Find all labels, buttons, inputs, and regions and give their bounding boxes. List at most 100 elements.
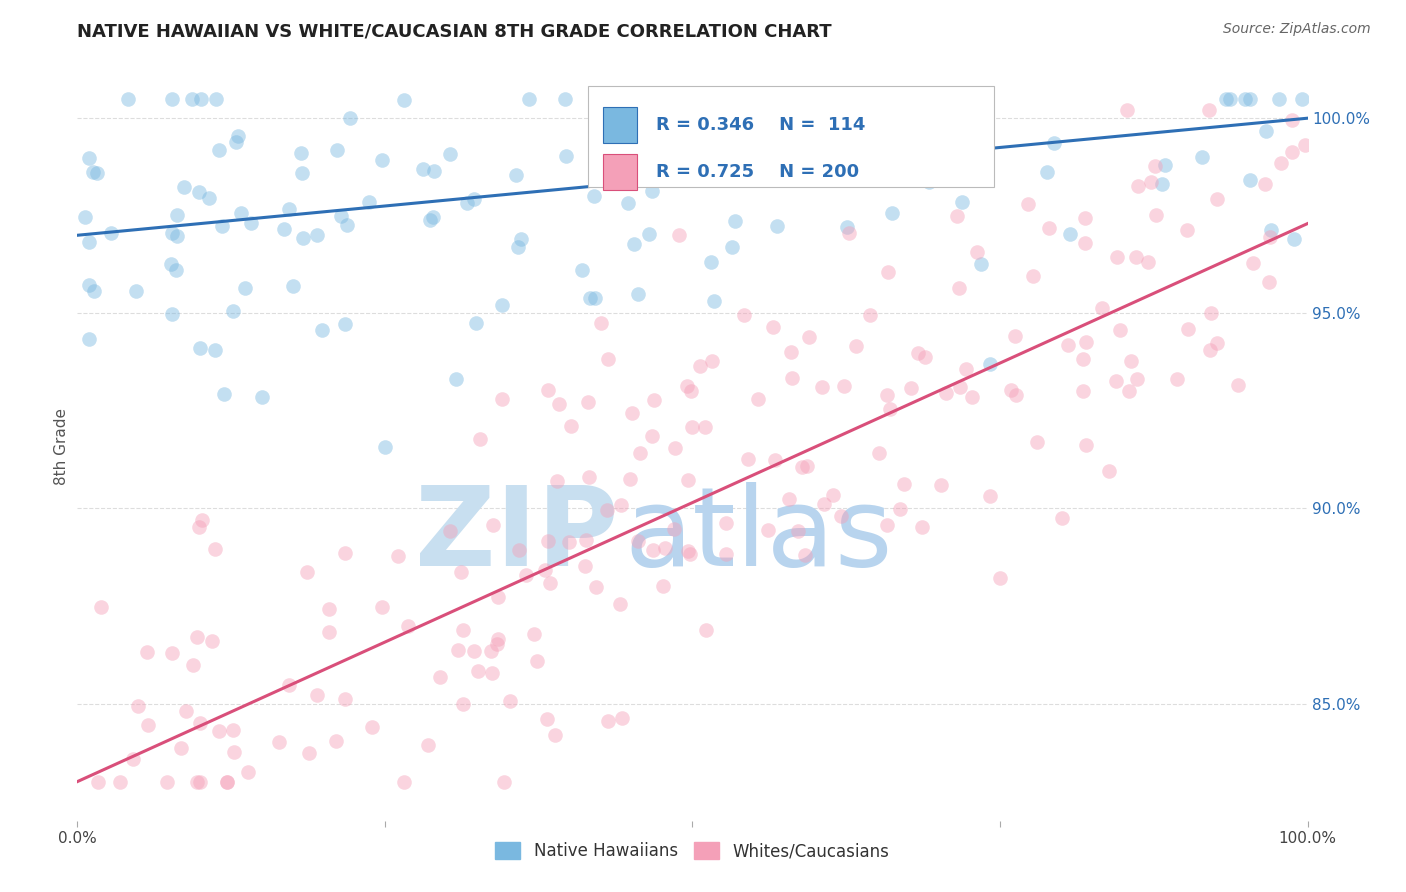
Point	[935, 386, 957, 401]
Point	[160, 307, 183, 321]
Point	[165, 262, 187, 277]
Point	[900, 381, 922, 395]
Point	[212, 387, 235, 401]
Point	[676, 379, 699, 393]
Point	[456, 195, 478, 210]
Point	[156, 774, 179, 789]
Point	[333, 545, 356, 559]
Point	[277, 202, 299, 217]
Point	[1175, 223, 1198, 237]
Point	[90, 600, 112, 615]
Point	[949, 380, 972, 394]
Point	[1125, 250, 1147, 264]
Point	[1257, 275, 1279, 289]
Point	[181, 658, 204, 673]
Point	[207, 143, 229, 157]
Point	[1004, 328, 1026, 343]
Point	[222, 745, 245, 759]
Point	[330, 209, 353, 223]
Point	[517, 92, 540, 106]
Point	[787, 524, 810, 538]
Point	[422, 211, 444, 225]
Point	[1233, 92, 1256, 106]
Point	[668, 228, 690, 243]
Point	[779, 344, 801, 359]
Point	[623, 236, 645, 251]
Point	[295, 566, 318, 580]
Point	[166, 229, 188, 244]
Point	[547, 397, 569, 411]
Point	[679, 547, 702, 561]
Point	[318, 624, 340, 639]
Point	[325, 733, 347, 747]
Point	[688, 157, 710, 171]
Point	[491, 392, 513, 407]
Point	[676, 543, 699, 558]
Point	[429, 670, 451, 684]
Point	[170, 741, 193, 756]
Point	[796, 458, 818, 473]
Text: atlas: atlas	[624, 483, 893, 590]
Point	[946, 209, 969, 223]
Point	[1219, 92, 1241, 106]
Point	[1118, 384, 1140, 398]
Point	[305, 227, 328, 242]
Point	[439, 147, 461, 161]
Point	[451, 698, 474, 712]
Point	[1239, 172, 1261, 186]
Point	[226, 128, 249, 143]
Point	[756, 523, 779, 537]
Point	[596, 503, 619, 517]
Point	[190, 92, 212, 106]
Point	[1038, 221, 1060, 235]
Point	[651, 579, 673, 593]
Point	[444, 372, 467, 386]
Point	[536, 384, 558, 398]
Point	[1091, 301, 1114, 316]
Point	[1166, 371, 1188, 385]
Point	[702, 354, 724, 368]
Point	[582, 189, 605, 203]
Point	[292, 231, 315, 245]
Point	[693, 420, 716, 434]
Point	[1239, 92, 1261, 106]
Text: R = 0.346    N =  114: R = 0.346 N = 114	[655, 116, 865, 134]
Point	[318, 602, 340, 616]
Point	[571, 263, 593, 277]
Point	[335, 691, 357, 706]
Point	[1144, 208, 1167, 222]
Point	[486, 632, 509, 646]
Point	[181, 92, 204, 106]
Point	[882, 205, 904, 219]
Point	[627, 287, 650, 301]
Point	[1241, 256, 1264, 270]
Point	[766, 219, 789, 234]
Point	[1043, 136, 1066, 151]
Point	[222, 304, 245, 318]
Point	[479, 644, 502, 658]
Point	[714, 547, 737, 561]
Point	[339, 111, 361, 125]
Point	[1254, 123, 1277, 137]
Point	[333, 317, 356, 331]
Point	[160, 257, 183, 271]
Point	[1260, 222, 1282, 236]
Point	[233, 281, 256, 295]
Point	[536, 712, 558, 726]
Point	[121, 751, 143, 765]
Point	[1136, 255, 1159, 269]
Point	[186, 630, 208, 644]
Point	[359, 194, 381, 209]
Point	[558, 535, 581, 549]
Point	[1281, 145, 1303, 159]
Point	[481, 665, 503, 680]
Point	[1198, 103, 1220, 118]
Point	[893, 476, 915, 491]
Point	[86, 166, 108, 180]
Point	[173, 180, 195, 194]
Point	[845, 339, 868, 353]
Bar	[603, 154, 637, 190]
Point	[236, 764, 259, 779]
Text: Source: ZipAtlas.com: Source: ZipAtlas.com	[1223, 22, 1371, 37]
Point	[463, 192, 485, 206]
